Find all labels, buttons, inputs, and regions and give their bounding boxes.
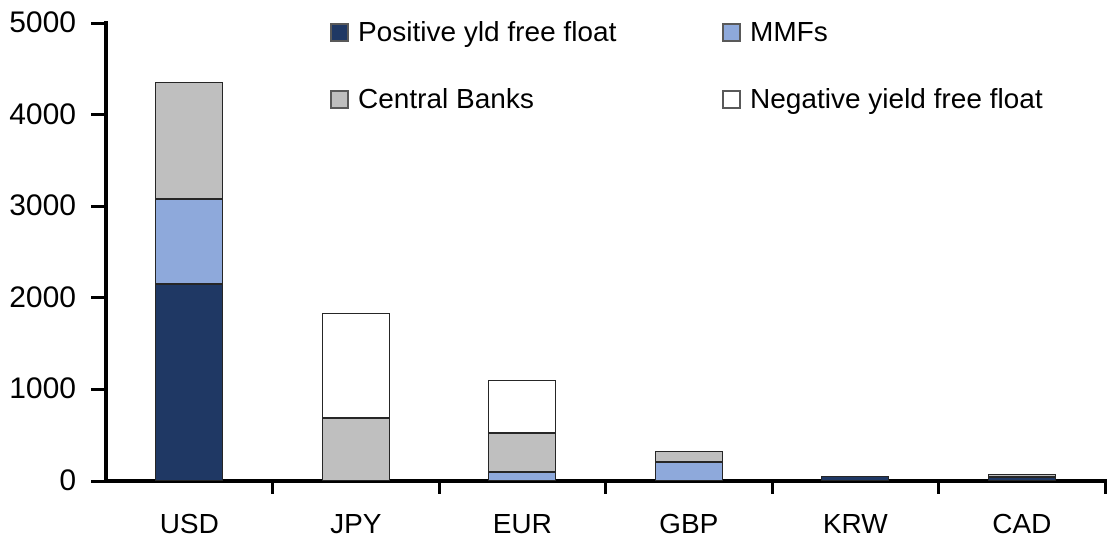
- y-axis-tick: [91, 113, 106, 117]
- legend-item-central-banks: Central Banks: [330, 84, 534, 114]
- y-axis-tick: [91, 387, 106, 391]
- y-axis-tick: [91, 296, 106, 300]
- legend-label: Central Banks: [358, 83, 534, 114]
- y-axis-line: [104, 21, 108, 482]
- y-tick-label: 2000: [9, 280, 76, 314]
- y-axis-tick: [91, 21, 106, 25]
- legend-item-negative-yield-free-float: Negative yield free float: [722, 84, 1043, 114]
- y-tick-label: 0: [59, 464, 76, 497]
- x-axis-line: [104, 479, 1107, 483]
- y-axis-tick: [91, 479, 106, 483]
- x-category-label-cad: CAD: [992, 508, 1052, 539]
- bar-segment-gbp-central-banks: [654, 450, 723, 462]
- mmfs-swatch: [722, 22, 741, 42]
- legend-label: MMFs: [750, 16, 828, 47]
- x-category-label-eur: EUR: [492, 508, 552, 539]
- bar-segment-eur-mmfs: [488, 471, 557, 481]
- x-category-label-usd: USD: [159, 508, 219, 539]
- bar-segment-eur-negative-yield-free-float: [488, 380, 557, 434]
- bar-segment-jpy-negative-yield-free-float: [321, 313, 390, 418]
- x-axis-tick: [604, 481, 607, 494]
- y-tick-label: 5000: [9, 6, 76, 39]
- x-category-label-krw: KRW: [822, 508, 888, 539]
- bar-segment-usd-central-banks: [155, 81, 224, 199]
- x-category-label-gbp: GBP: [659, 508, 719, 539]
- legend-item-positive-yld-free-float: Positive yld free float: [330, 17, 616, 47]
- legend-item-mmfs: MMFs: [722, 17, 828, 47]
- x-axis-tick: [1103, 481, 1107, 494]
- legend-label: Negative yield free float: [750, 83, 1043, 114]
- central-banks-swatch: [330, 89, 349, 109]
- y-tick-label: 4000: [9, 97, 76, 131]
- bar-segment-cad-positive-yld-free-float: [987, 477, 1056, 481]
- bar-segment-usd-mmfs: [155, 198, 224, 285]
- positive-yld-free-float-swatch: [330, 22, 349, 42]
- x-category-label-jpy: JPY: [330, 508, 382, 539]
- bar-segment-gbp-mmfs: [654, 461, 723, 481]
- bar-segment-usd-positive-yld-free-float: [155, 284, 224, 481]
- x-axis-tick: [937, 481, 940, 494]
- bar-segment-cad-central-banks: [987, 474, 1056, 478]
- bar-segment-krw-positive-yld-free-float: [821, 475, 890, 481]
- x-axis-tick: [271, 481, 274, 494]
- x-axis-tick: [770, 481, 774, 494]
- legend-label: Positive yld free float: [358, 16, 617, 47]
- y-axis-tick: [91, 204, 106, 208]
- y-tick-label: 3000: [9, 189, 76, 223]
- x-axis-tick: [437, 481, 441, 494]
- negative-yield-free-float-swatch: [722, 89, 741, 109]
- bar-segment-jpy-central-banks: [321, 417, 390, 481]
- y-tick-label: 1000: [9, 372, 76, 406]
- bar-segment-eur-central-banks: [488, 433, 557, 472]
